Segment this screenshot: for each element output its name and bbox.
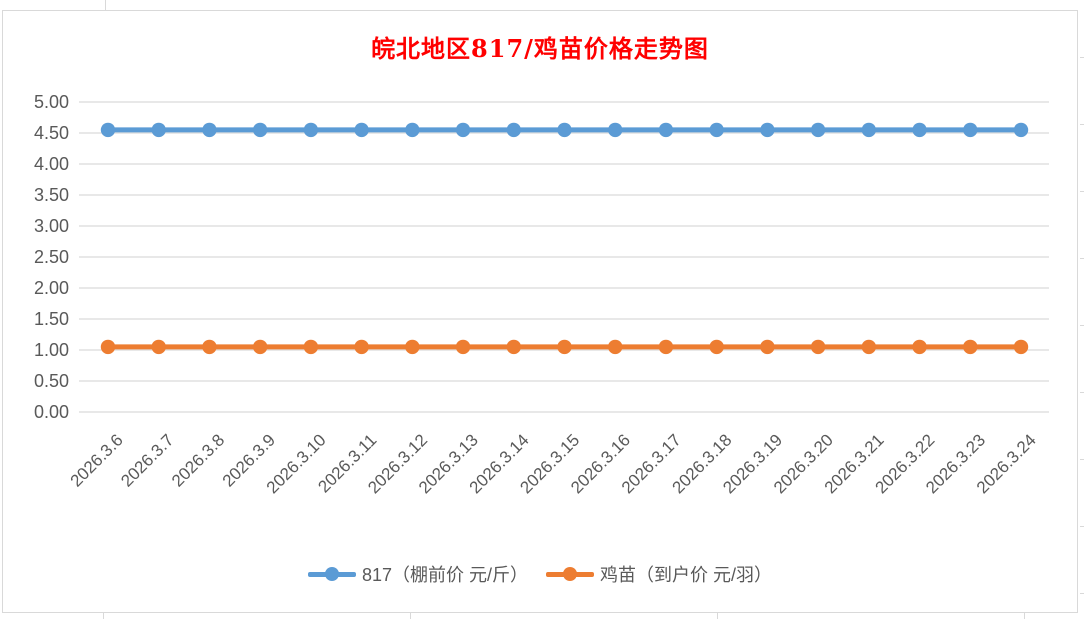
data-point	[709, 122, 724, 138]
sheet-gridline	[1080, 124, 1084, 125]
sheet-gridline	[410, 613, 411, 619]
sheet-gridline	[1080, 526, 1084, 527]
sheet-gridline	[1080, 191, 1084, 192]
sheet-gridline	[105, 0, 106, 10]
sheet-gridline	[1080, 392, 1084, 393]
x-axis-label: 2026.3.6	[67, 430, 127, 490]
data-point	[810, 339, 826, 355]
plot-area: 5.00 4.50 4.00 3.50 3.00 2.50 2.00 1.50 1.00 0.50…	[34, 92, 1049, 497]
x-axis-label: 2026.3.7	[117, 430, 177, 490]
y-axis-label: 0.50	[34, 371, 69, 391]
legend-marker-817-icon	[307, 566, 356, 582]
data-point	[151, 122, 166, 138]
y-axis-label: 2.00	[34, 278, 69, 298]
data-point	[506, 339, 521, 355]
sheet-gridline	[1080, 325, 1084, 326]
chart-object[interactable]: 5.00 4.50 4.00 3.50 3.00 2.50 2.00 1.50 1.00 0.50…	[2, 10, 1078, 613]
data-point	[810, 122, 826, 138]
y-axis-label: 2.50	[34, 247, 69, 267]
sheet-gridline	[1080, 459, 1084, 460]
chart-legend: 817（棚前价 元/斤） 鸡苗（到户价 元/羽）	[3, 557, 1077, 591]
data-point	[202, 122, 217, 138]
data-point	[760, 339, 775, 355]
sheet-gridline	[717, 613, 718, 619]
y-axis-label: 0.00	[34, 402, 69, 422]
y-axis-label: 1.00	[34, 340, 69, 360]
data-point	[912, 339, 927, 355]
y-axis-label: 4.50	[34, 123, 69, 143]
data-point	[303, 339, 319, 355]
data-point	[760, 122, 775, 138]
data-point	[1013, 122, 1029, 138]
legend-label-jimiao: 鸡苗（到户价 元/羽）	[600, 565, 773, 585]
data-point	[557, 122, 572, 138]
data-point	[608, 122, 623, 138]
data-point	[151, 339, 166, 355]
data-point	[608, 339, 623, 355]
chart-title: 皖北地区817/鸡苗价格走势图	[371, 34, 709, 63]
legend-marker-jimiao-icon	[546, 566, 595, 582]
data-point	[1013, 339, 1029, 355]
data-point	[405, 122, 420, 138]
sheet-gridline	[103, 613, 104, 619]
legend-label-817: 817（棚前价 元/斤）	[361, 565, 529, 585]
data-point	[455, 339, 471, 355]
legend-item-817[interactable]: 817（棚前价 元/斤）	[307, 561, 529, 587]
x-axis-label: 2026.3.8	[168, 430, 228, 490]
data-point	[658, 339, 674, 355]
y-axis-label: 1.50	[34, 309, 69, 329]
data-point	[912, 122, 927, 138]
sheet-gridline	[1080, 258, 1084, 259]
data-point	[354, 122, 369, 138]
data-point	[252, 122, 268, 138]
y-axis-label: 4.00	[34, 154, 69, 174]
data-point	[506, 122, 521, 138]
sheet-gridline	[1080, 57, 1084, 58]
data-point	[303, 122, 319, 138]
data-point	[709, 339, 724, 355]
y-axis-label: 3.00	[34, 216, 69, 236]
data-point	[963, 122, 978, 138]
y-axis-label: 5.00	[34, 92, 69, 112]
y-axis-label: 3.50	[34, 185, 69, 205]
sheet-gridline	[1080, 593, 1084, 594]
data-point	[861, 122, 877, 138]
data-point	[202, 339, 217, 355]
data-point	[557, 339, 572, 355]
data-point	[100, 339, 116, 355]
sheet-gridline	[1024, 613, 1025, 619]
data-point	[861, 339, 877, 355]
data-point	[455, 122, 471, 138]
data-point	[963, 339, 978, 355]
data-point	[100, 122, 116, 138]
legend-item-jimiao[interactable]: 鸡苗（到户价 元/羽）	[546, 561, 772, 587]
data-point	[252, 339, 268, 355]
data-point	[658, 122, 674, 138]
data-point	[405, 339, 420, 355]
data-point	[354, 339, 369, 355]
